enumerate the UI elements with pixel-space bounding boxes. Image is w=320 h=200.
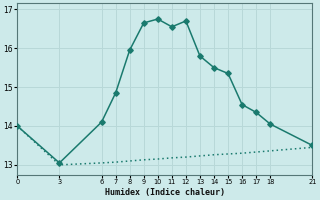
X-axis label: Humidex (Indice chaleur): Humidex (Indice chaleur) (105, 188, 225, 197)
